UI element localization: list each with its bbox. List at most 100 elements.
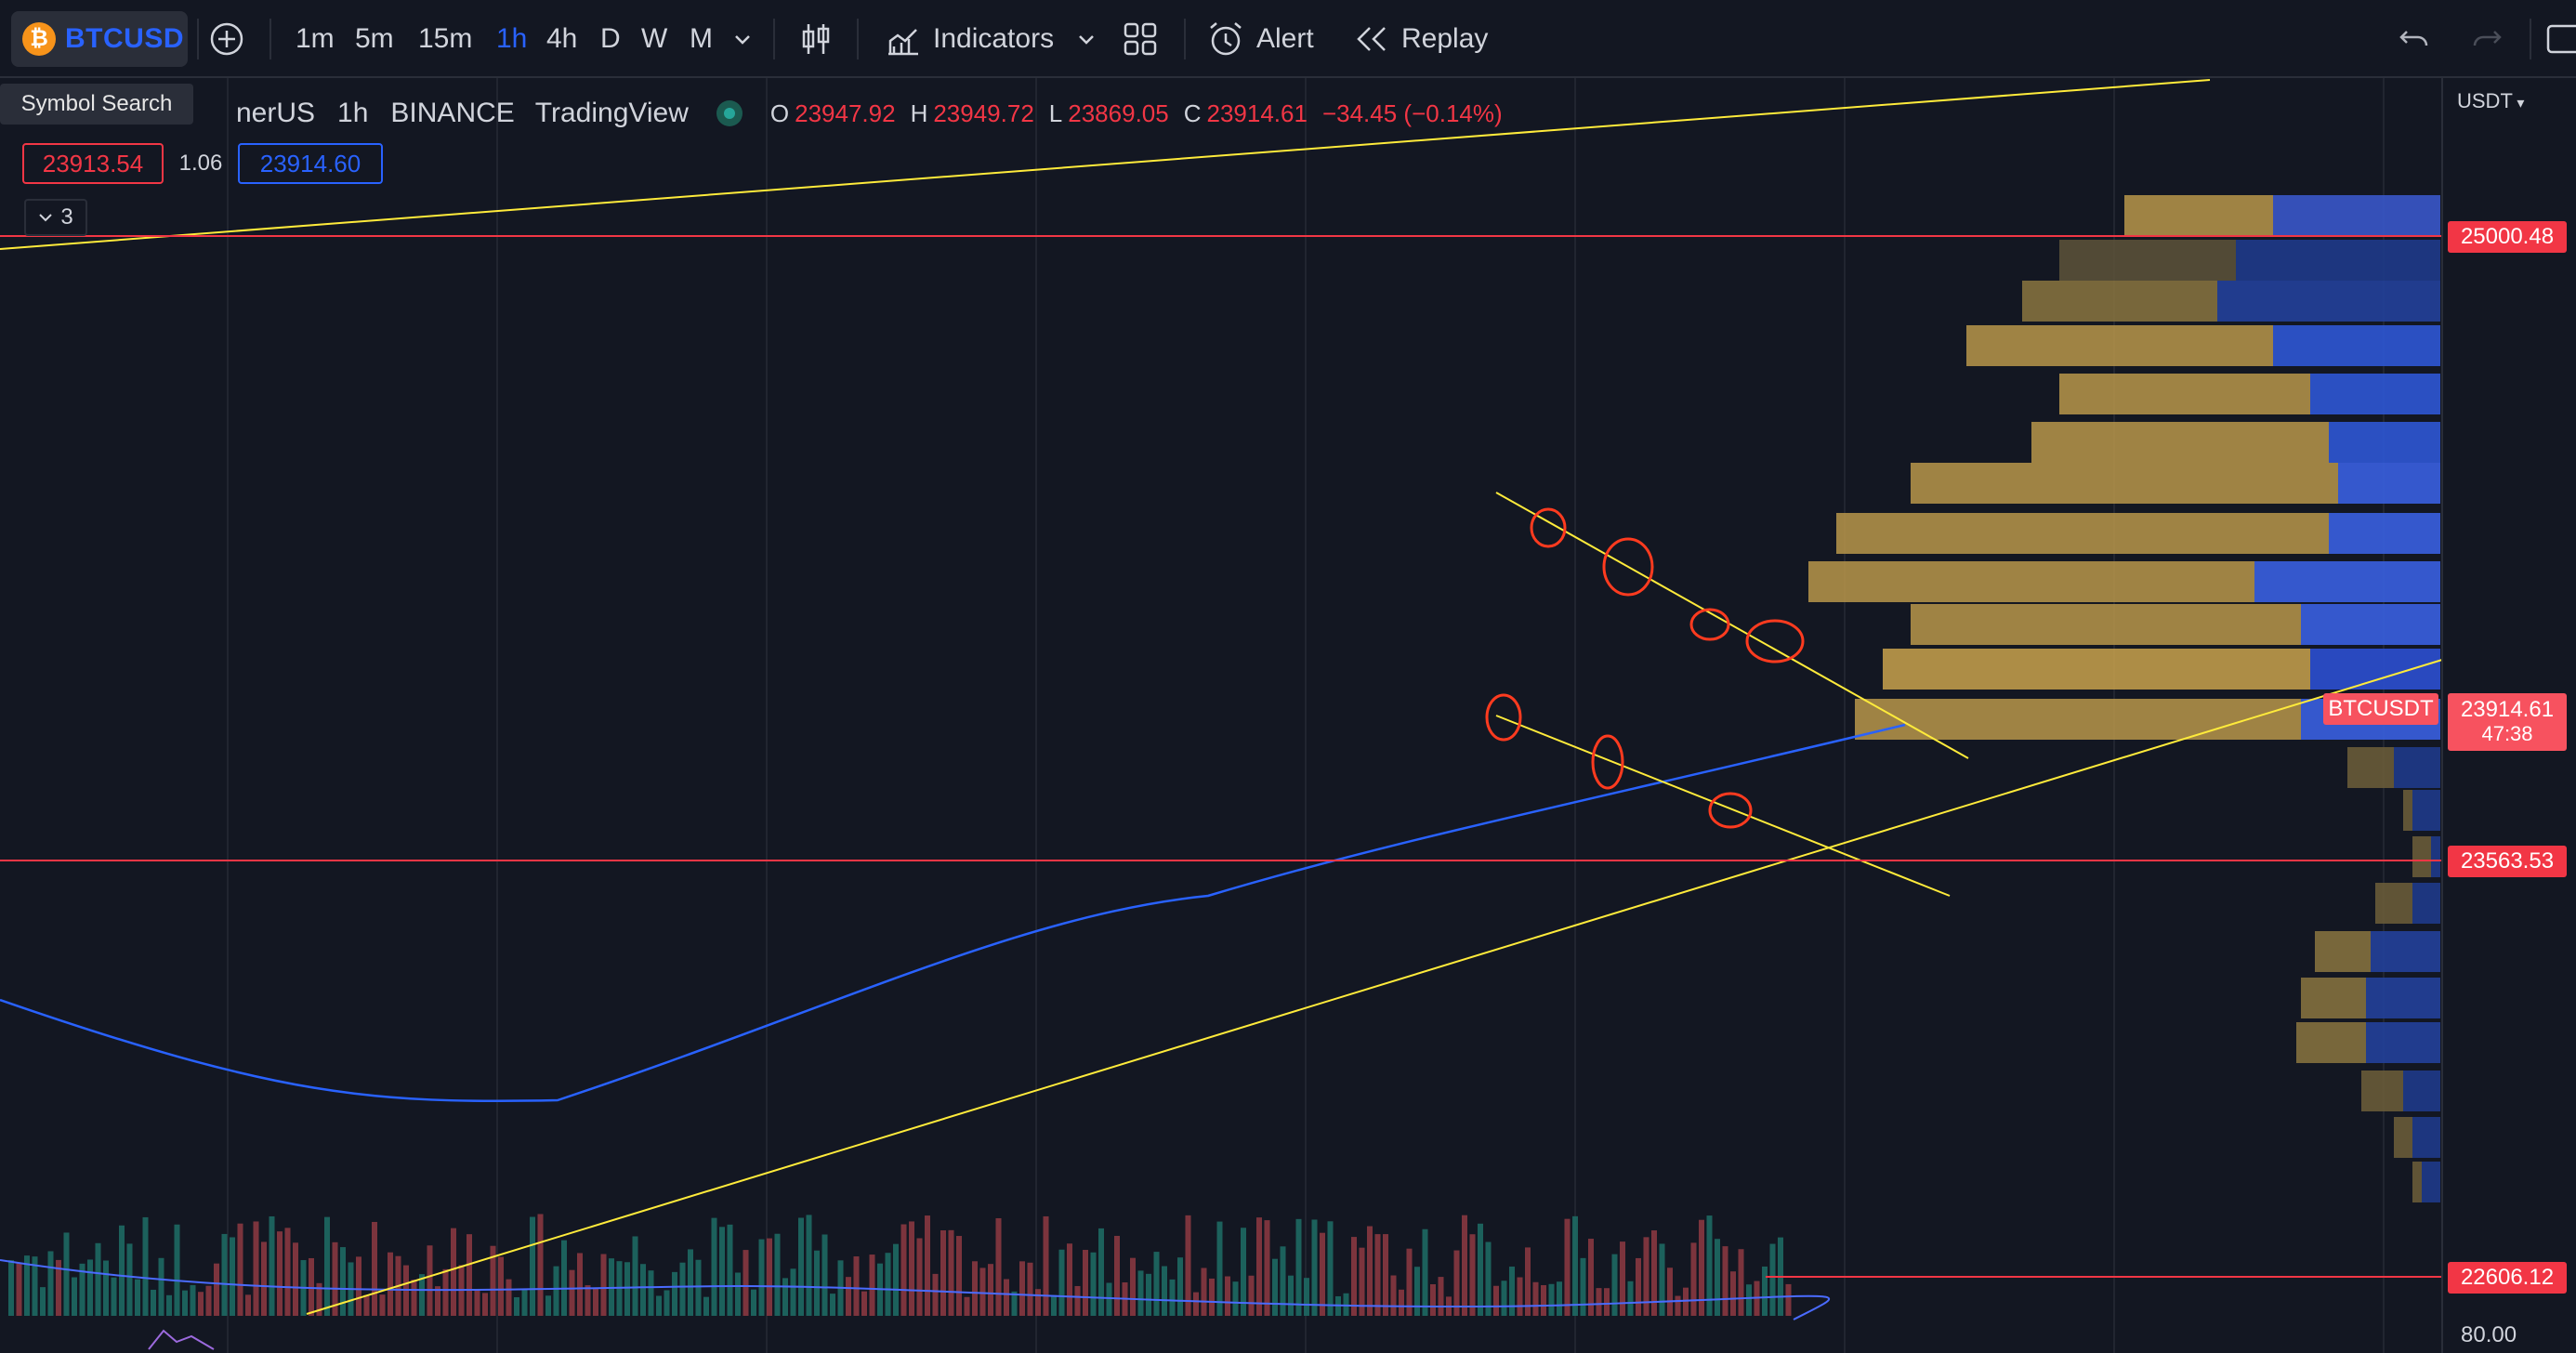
candle-style-icon[interactable] [799,0,833,78]
interval-5m[interactable]: 5m [355,23,394,54]
volume-bar [1098,1228,1104,1316]
fullscreen-icon[interactable] [2546,0,2576,78]
legend-symbol[interactable]: nerUS [236,98,316,128]
volume-bar [1027,1262,1033,1316]
volume-profile-bar-sell [1883,649,2310,690]
currency-selector[interactable]: USDT ▾ [2457,89,2524,113]
volume-bar [269,1215,275,1316]
volume-bar [1177,1257,1183,1316]
volume-bar [174,1224,180,1316]
volume-bar [205,1285,212,1316]
volume-bar [640,1264,646,1316]
volume-bar [1715,1239,1720,1316]
replay-button[interactable]: Replay [1353,0,1488,78]
price-chart[interactable]: 25200.0024800.0024600.0024400.0024200.00… [0,78,2576,1353]
volume-bar [521,1289,528,1316]
interval-1m[interactable]: 1m [296,23,335,54]
currency-label: USDT [2457,89,2513,112]
volume-bar [979,1268,986,1316]
volume-bar [1501,1281,1507,1316]
volume-bar [1453,1250,1460,1316]
trendline-upper[interactable] [0,79,2211,250]
volume-bar [600,1254,607,1316]
volume-profile-bar-buy [2394,747,2440,788]
interval-d[interactable]: D [600,23,621,54]
volume-profile-bar-buy [2403,1071,2440,1111]
collapse-indicators-button[interactable]: 3 [24,199,87,236]
volume-bar [1256,1217,1262,1316]
annotation-ellipse[interactable] [1591,734,1624,790]
volume-bar [482,1293,488,1316]
trendline-channel-top[interactable] [1495,492,1969,759]
volume-bar [1430,1284,1436,1316]
volume-profile-bar-sell [2296,1022,2366,1063]
volume-bar [1083,1250,1088,1316]
volume-bar [782,1278,788,1316]
redo-icon[interactable] [2470,0,2504,78]
volume-profile-bar-sell [2412,836,2431,877]
volume-bar [63,1232,70,1316]
alert-button[interactable]: Alert [1206,0,1314,78]
annotation-ellipse[interactable] [1745,619,1805,663]
volume-bar [545,1295,551,1316]
interval-15m[interactable]: 15m [418,23,473,54]
volume-bar [284,1228,291,1316]
indicators-button[interactable]: Indicators [885,0,1054,78]
volume-bar [151,1289,156,1316]
chevron-down-icon: ▾ [2512,96,2525,112]
volume-profile-bar-buy [2412,883,2440,924]
volume-bar [585,1285,591,1316]
volume-bar [103,1260,109,1316]
volume-profile-bar-buy [2217,281,2440,322]
volume-profile-bar-buy [2254,561,2440,602]
volume-bar [1730,1271,1736,1316]
low-label: L [1048,99,1063,127]
interval-4h[interactable]: 4h [546,23,578,54]
volume-ma-line [0,1259,1830,1320]
bid-price-button[interactable]: 23913.54 [22,143,164,184]
volume-bar [1359,1247,1365,1316]
volume-bar [688,1249,693,1316]
volume-profile-bar-buy [2422,1162,2440,1202]
volume-profile-bar-sell [2361,1071,2403,1111]
volume-bar [774,1233,781,1316]
volume-bar [1548,1283,1555,1316]
volume-bar [1485,1241,1492,1316]
interval-1h[interactable]: 1h [496,23,528,54]
add-compare-icon[interactable] [208,0,245,78]
layout-icon[interactable] [1123,0,1158,78]
undo-icon[interactable] [2398,0,2431,78]
market-status-icon[interactable] [716,100,743,126]
volume-profile-bar-sell [2403,790,2412,831]
annotation-ellipse[interactable] [1530,507,1567,548]
volume-bar [1541,1284,1546,1316]
volume-bar [1690,1242,1697,1316]
volume-profile-bar-sell [2059,374,2310,414]
interval-w[interactable]: W [641,23,668,54]
annotation-ellipse[interactable] [1485,693,1522,742]
chevron-down-icon[interactable] [1076,0,1097,78]
trendline-channel-bottom[interactable] [1495,715,1951,897]
annotation-ellipse[interactable] [1602,537,1654,597]
volume-bar [1320,1232,1325,1316]
volume-bar [1611,1254,1618,1316]
interval-m[interactable]: M [690,23,713,54]
volume-profile-bar-sell [2347,747,2394,788]
volume-bar [940,1230,946,1316]
last-price-tag: 23914.61 47:38 [2448,693,2567,751]
volume-bar [593,1288,598,1316]
ask-price-button[interactable]: 23914.60 [238,143,383,184]
volume-bar [1659,1243,1665,1316]
annotation-ellipse[interactable] [1689,608,1730,641]
volume-bar [656,1295,662,1316]
volume-bar [158,1257,164,1316]
volume-bar [1225,1276,1230,1316]
volume-bar [1746,1284,1752,1316]
annotation-ellipse[interactable] [1708,792,1753,829]
chevron-down-icon[interactable] [732,0,753,78]
symbol-search-button[interactable]: ₿ BTCUSD [11,11,188,67]
trendline-rising-support[interactable] [306,659,2443,1315]
volume-bar [995,1217,1002,1316]
chevron-down-icon [39,214,53,222]
volume-bar [1406,1248,1413,1316]
